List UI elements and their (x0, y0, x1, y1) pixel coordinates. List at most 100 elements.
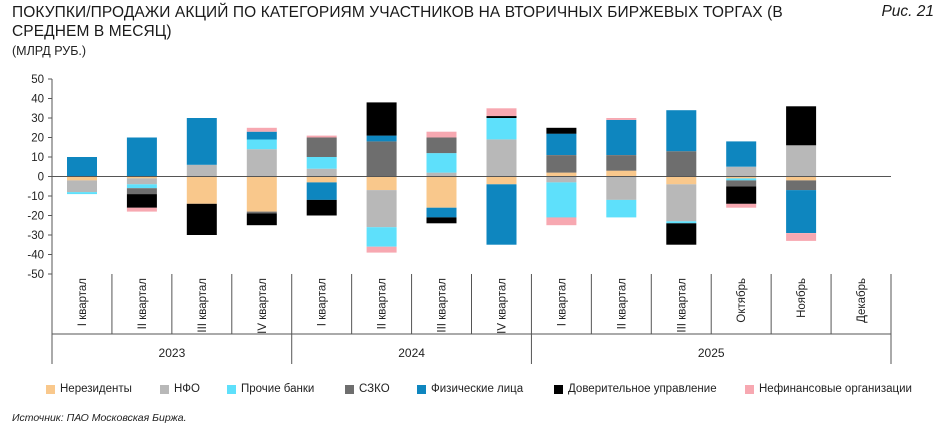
category-label: I квартал (317, 278, 329, 326)
legend-item: Нерезиденты (46, 383, 132, 395)
bar-segment (546, 182, 577, 218)
bar-segment (186, 164, 217, 177)
bar-segment (426, 217, 457, 224)
bar-segment (786, 145, 817, 177)
bar-segment (246, 176, 277, 212)
bar-segment (486, 184, 517, 245)
y-tick-label: -10 (27, 191, 44, 203)
bar-segment (67, 180, 97, 193)
category-label: II квартал (616, 278, 628, 329)
bar-segment (306, 135, 337, 138)
bar-segment (546, 172, 577, 177)
bar-segment (246, 213, 277, 226)
bar-segment (666, 151, 697, 177)
bar-segment (426, 137, 457, 154)
bar-segment (306, 199, 337, 216)
bar-segment (126, 194, 157, 208)
bar-segment (426, 172, 457, 177)
bar-segment (606, 170, 637, 177)
bar-segment (726, 203, 757, 208)
bar-segment (486, 116, 517, 118)
source-note: Источник: ПАО Московская Биржа. (12, 412, 187, 424)
bar-segment (666, 223, 697, 245)
bar-segment (546, 133, 577, 155)
legend-label: Прочие банки (241, 383, 315, 395)
category-label: III квартал (437, 278, 449, 333)
bar-segment (666, 184, 697, 222)
bar-segment (306, 157, 337, 169)
bar-segment (786, 190, 817, 233)
bar-segment (726, 178, 757, 181)
figure-label: Рис. 21 (881, 3, 934, 20)
bar-segment (246, 127, 277, 132)
y-tick-label: -50 (27, 269, 44, 281)
legend-swatch (417, 384, 426, 394)
bar-segment (786, 180, 817, 191)
bar-segment (366, 135, 397, 142)
bar-segment (246, 131, 277, 140)
legend-item: Прочие банки (227, 383, 314, 395)
legend-label: СЗКО (359, 383, 390, 395)
bar-segment (726, 166, 757, 177)
group-label: 2025 (698, 346, 725, 360)
bar-segment (186, 176, 217, 204)
bar-segment (606, 118, 637, 120)
bar-segment (546, 127, 577, 134)
chart-title: ПОКУПКИ/ПРОДАЖИ АКЦИЙ ПО КАТЕГОРИЯМ УЧАС… (12, 4, 783, 40)
category-label: Октябрь (736, 278, 748, 323)
bar-segment (366, 176, 397, 191)
bar-segment (666, 221, 697, 224)
legend-label: Нефинансовые организации (759, 383, 912, 395)
group-label: 2024 (398, 346, 425, 360)
legend-item: Доверительное управление (554, 383, 717, 395)
bar-segment (486, 176, 517, 185)
bar-segment (126, 178, 157, 185)
bar-segment (546, 176, 577, 183)
bar-segment (426, 153, 457, 173)
bar-segment (126, 207, 157, 212)
y-tick-label: 0 (38, 172, 44, 184)
y-tick-label: -20 (27, 211, 44, 223)
y-tick-label: 30 (31, 113, 44, 125)
legend-swatch (745, 384, 754, 394)
legend-swatch (160, 384, 169, 394)
bar-segment (426, 207, 457, 218)
bar-segment (126, 188, 157, 194)
y-tick-label: 10 (31, 152, 44, 164)
bar-segment (306, 168, 337, 177)
bar-segment (606, 199, 637, 218)
category-label: III квартал (197, 278, 209, 333)
category-label: Декабрь (856, 278, 868, 323)
bar-segment (366, 227, 397, 247)
legend-label: НФО (174, 383, 200, 395)
bar-segment (726, 176, 757, 179)
category-label: I квартал (556, 278, 568, 326)
y-tick-label: -30 (27, 230, 44, 242)
category-label: IV квартал (257, 278, 269, 334)
bar-segment (306, 176, 337, 183)
bar-segment (306, 182, 337, 200)
bar-segment (786, 176, 817, 181)
bar-segment (126, 184, 157, 189)
bar-segment (606, 155, 637, 171)
bar-segment (366, 141, 397, 177)
bar-segment (486, 139, 517, 177)
bar-segment (126, 176, 157, 179)
bar-segment (666, 110, 697, 152)
bar-segment (486, 118, 517, 140)
bar-segment (486, 108, 517, 117)
legend-swatch (46, 384, 55, 394)
legend-swatch (345, 384, 354, 394)
bar-segment (786, 106, 817, 146)
bar-segment (246, 211, 277, 214)
bar-segment (726, 186, 757, 204)
bar-segment (786, 233, 817, 241)
y-tick-label: 40 (31, 94, 44, 106)
y-tick-label: 50 (31, 74, 44, 86)
bar-segment (126, 137, 157, 177)
legend-item: НФО (160, 383, 200, 395)
bar-segment (306, 137, 337, 157)
legend-label: Нерезиденты (60, 383, 132, 395)
legend-swatch (227, 384, 236, 394)
y-tick-label: -40 (27, 250, 44, 262)
